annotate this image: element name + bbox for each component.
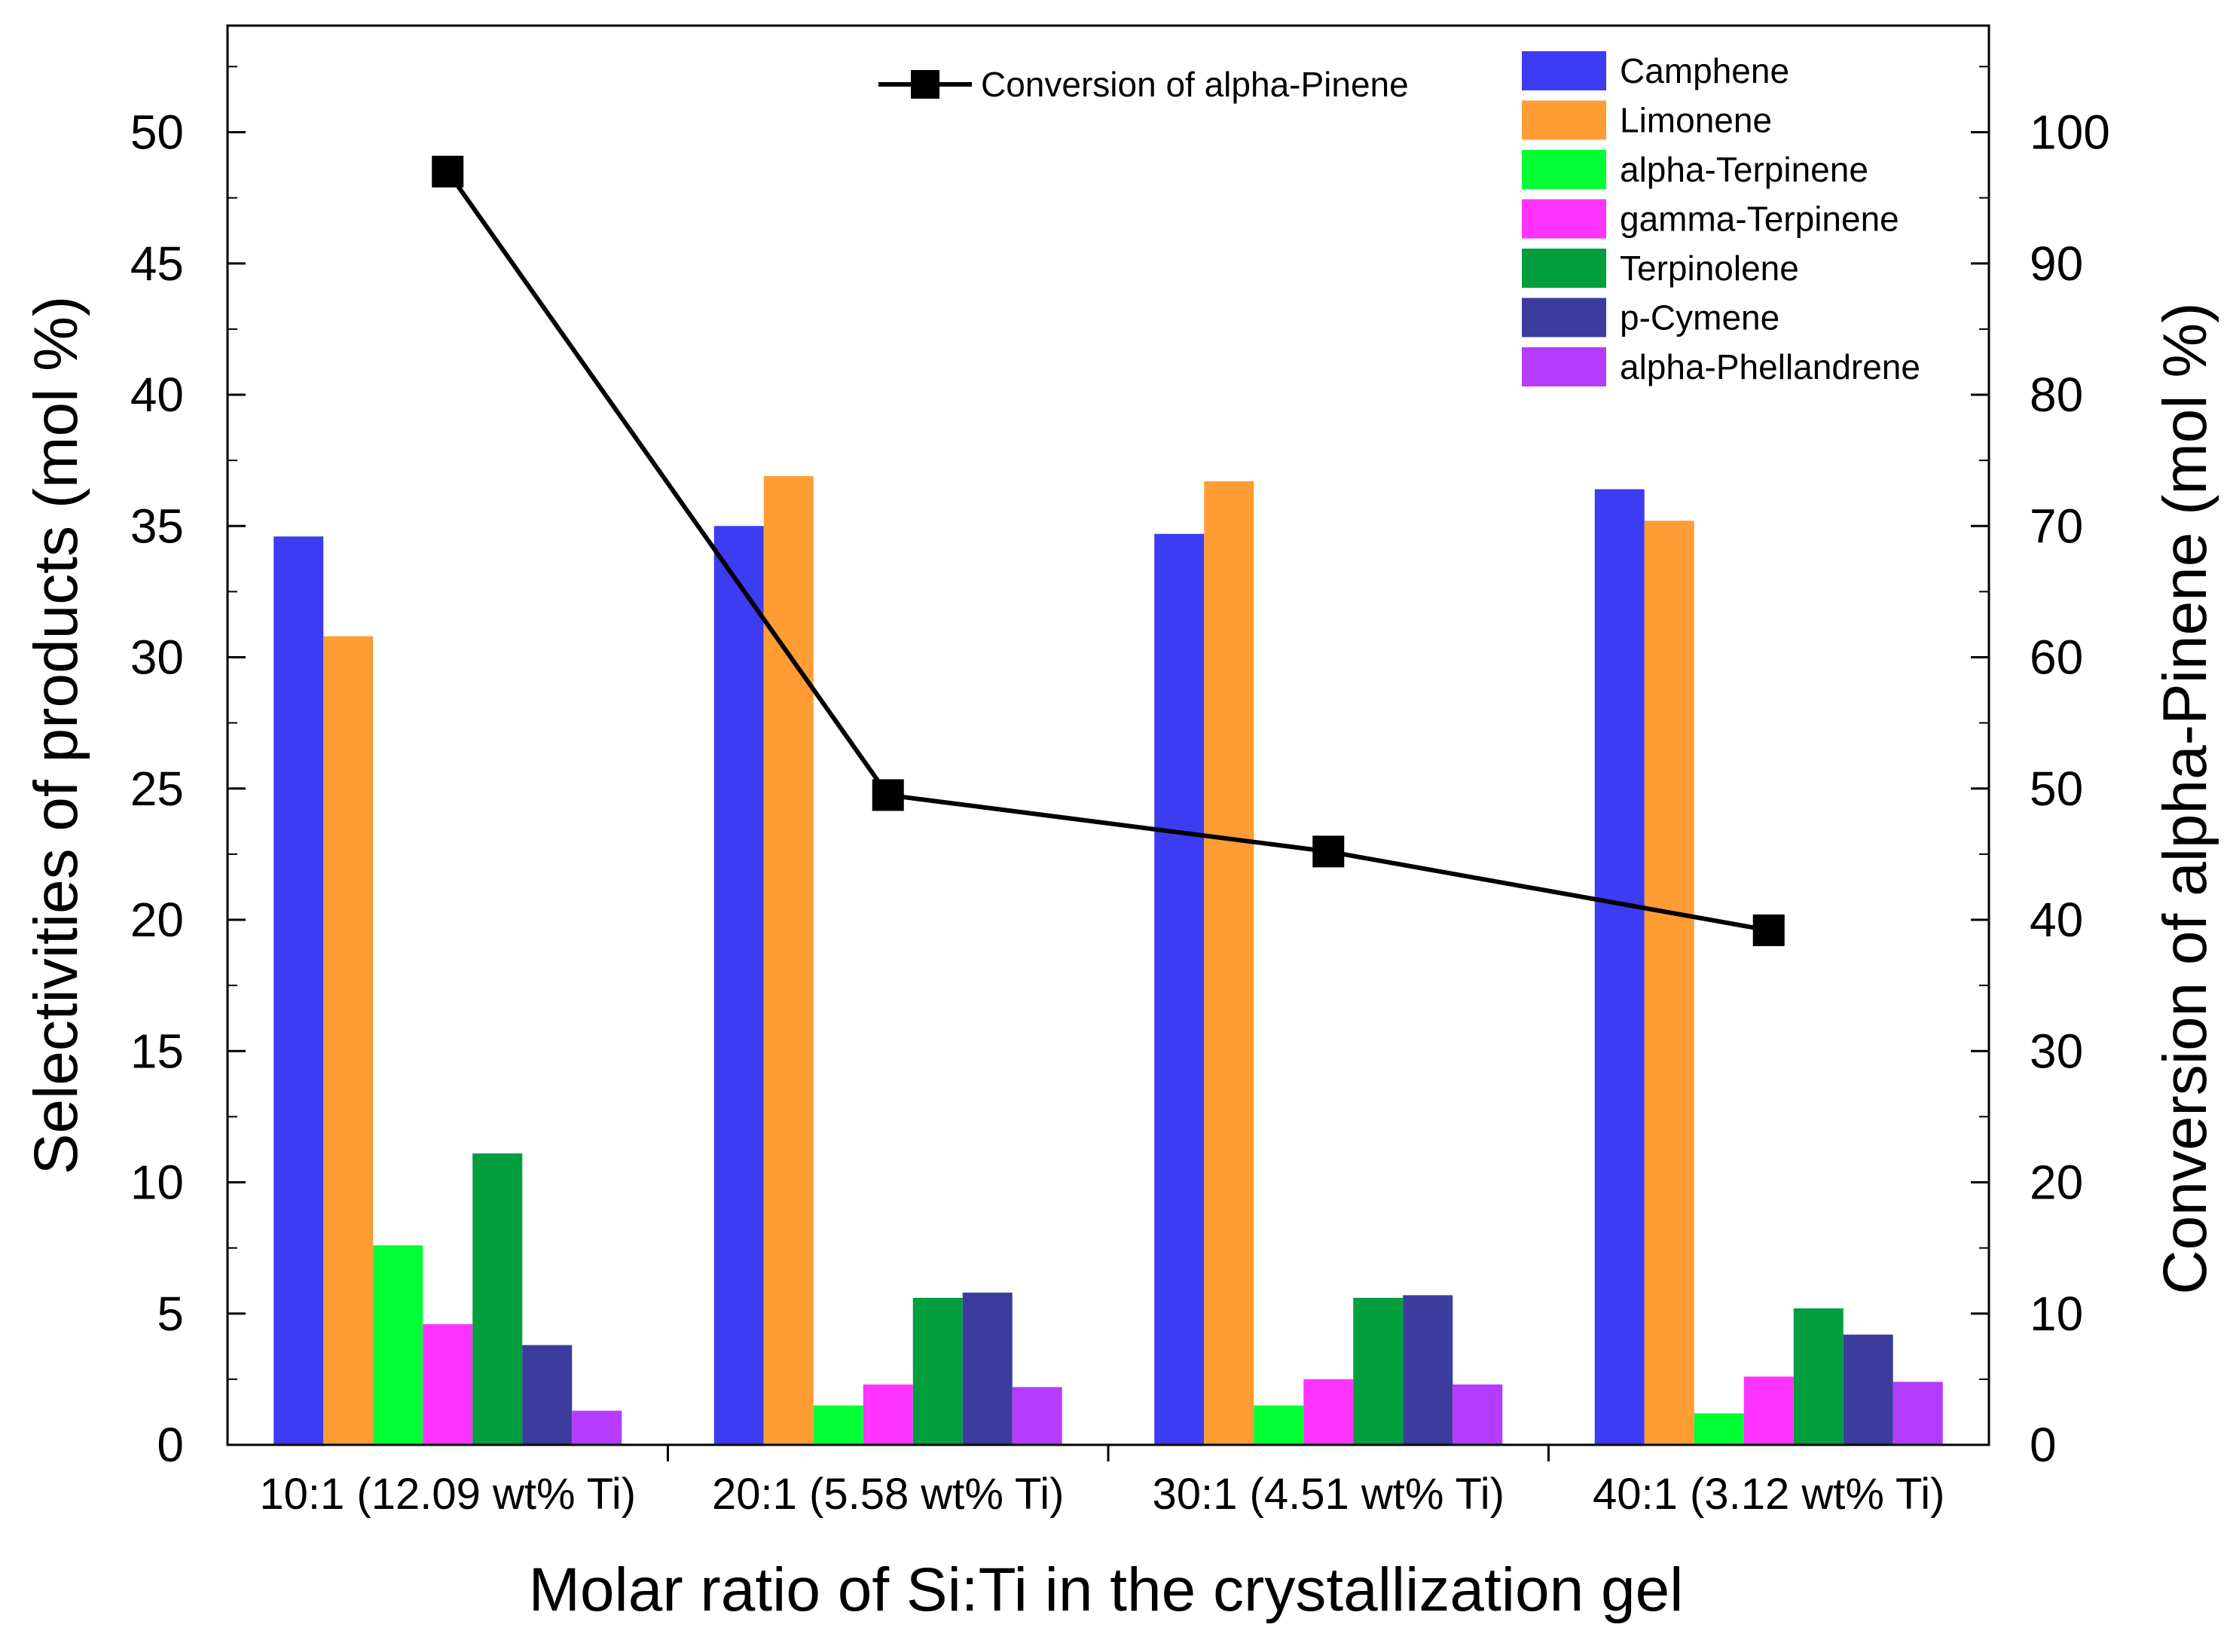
legend-marker-symbol xyxy=(911,70,939,99)
x-tick-label: 40:1 (3.12 wt% Ti) xyxy=(1593,1470,1944,1519)
y2-tick-label: 10 xyxy=(2030,1287,2083,1341)
y-tick-label: 5 xyxy=(157,1287,184,1341)
y-tick-label: 25 xyxy=(130,762,184,816)
legend-label-alpha-terpinene: alpha-Terpinene xyxy=(1620,150,1868,189)
bar-terpinolene xyxy=(1353,1297,1404,1445)
bar-limonene xyxy=(323,636,374,1445)
x-tick-label: 10:1 (12.09 wt% Ti) xyxy=(259,1470,636,1519)
bar-gamma-terpinene xyxy=(863,1384,913,1445)
bar-alpha-phellandrene xyxy=(1892,1382,1943,1445)
y2-tick-label: 60 xyxy=(2030,631,2083,685)
bar-p-cymene xyxy=(522,1345,573,1445)
axes-layer: 0 5 10 15 20 25 30 35 40 45 50 0 10 20 30 40 50 60 70 80 90 1… xyxy=(130,24,2110,1519)
bar-alpha-terpinene xyxy=(813,1405,863,1445)
y-tick-label: 10 xyxy=(130,1156,184,1210)
y-tick-label: 20 xyxy=(130,893,184,947)
bar-alpha-phellandrene xyxy=(1453,1384,1503,1445)
bar-alpha-terpinene xyxy=(1254,1405,1304,1445)
legend-label-conversion: Conversion of alpha-Pinene xyxy=(981,65,1409,104)
bar-limonene xyxy=(763,476,814,1446)
y2-tick-label: 70 xyxy=(2030,499,2083,553)
conversion-marker xyxy=(1312,835,1345,868)
y-tick-label: 35 xyxy=(130,499,184,553)
y-axis-title: Selectivities of products (mol %) xyxy=(22,296,90,1175)
bar-p-cymene xyxy=(1403,1295,1453,1445)
bar-alpha-phellandrene xyxy=(572,1410,622,1445)
legend-label-terpinolene: Terpinolene xyxy=(1620,249,1799,288)
bar-limonene xyxy=(1204,481,1254,1445)
y2-tick-label: 40 xyxy=(2030,893,2083,947)
bar-limonene xyxy=(1644,521,1694,1445)
y-tick-label: 0 xyxy=(157,1418,184,1472)
y2-tick-label: 20 xyxy=(2030,1156,2083,1210)
bar-camphene xyxy=(713,526,764,1445)
y-tick-label: 15 xyxy=(130,1024,184,1078)
legend-label-gamma-terpinene: gamma-Terpinene xyxy=(1620,200,1899,239)
legend: Conversion of alpha-Pinene Camphene Limone… xyxy=(878,51,1920,386)
bars-layer xyxy=(273,476,1943,1446)
conversion-line xyxy=(445,170,1770,933)
conversion-line-layer xyxy=(432,155,1785,946)
y2-tick-label: 30 xyxy=(2030,1024,2083,1078)
y-tick-label: 45 xyxy=(130,237,184,291)
y-tick-label: 50 xyxy=(130,105,184,160)
bar-gamma-terpinene xyxy=(1303,1379,1354,1445)
bar-terpinolene xyxy=(1793,1308,1844,1445)
legend-swatch-terpinolene xyxy=(1522,249,1606,288)
y2-axis-title: Conversion of alpha-Pinene (mol %) xyxy=(2151,302,2219,1294)
bar-p-cymene xyxy=(1843,1334,1893,1445)
legend-label-limonene: Limonene xyxy=(1620,101,1772,140)
legend-swatch-p-cymene xyxy=(1522,298,1606,337)
conversion-marker xyxy=(432,155,464,188)
bar-terpinolene xyxy=(912,1297,963,1445)
bar-p-cymene xyxy=(962,1292,1013,1445)
legend-swatch-camphene xyxy=(1522,51,1606,90)
bar-camphene xyxy=(273,536,324,1446)
legend-swatch-gamma-terpinene xyxy=(1522,199,1606,239)
x-axis-title: Molar ratio of Si:Ti in the crystallizat… xyxy=(529,1556,1684,1624)
y-tick-label: 40 xyxy=(130,368,184,422)
bar-terpinolene xyxy=(472,1153,523,1445)
bar-alpha-terpinene xyxy=(373,1245,423,1445)
legend-swatch-limonene xyxy=(1522,100,1606,140)
conversion-marker xyxy=(872,779,904,811)
y2-tick-label: 80 xyxy=(2030,368,2083,422)
legend-swatch-alpha-terpinene xyxy=(1522,150,1606,189)
x-tick-label: 20:1 (5.58 wt% Ti) xyxy=(712,1470,1064,1519)
y2-tick-label: 100 xyxy=(2030,105,2110,160)
bar-gamma-terpinene xyxy=(1743,1376,1794,1445)
bar-camphene xyxy=(1154,533,1205,1445)
y-tick-label: 30 xyxy=(130,631,184,685)
bar-alpha-phellandrene xyxy=(1012,1387,1062,1445)
y2-tick-label: 50 xyxy=(2030,762,2083,816)
legend-label-alpha-phellandrene: alpha-Phellandrene xyxy=(1620,347,1920,386)
y2-tick-label: 90 xyxy=(2030,237,2083,291)
bar-alpha-terpinene xyxy=(1694,1413,1744,1445)
bar-gamma-terpinene xyxy=(423,1324,473,1445)
legend-label-p-cymene: p-Cymene xyxy=(1620,298,1779,337)
y2-tick-label: 0 xyxy=(2030,1418,2057,1472)
legend-label-camphene: Camphene xyxy=(1620,51,1789,90)
legend-swatch-alpha-phellandrene xyxy=(1522,347,1606,386)
bar-camphene xyxy=(1594,489,1645,1446)
x-tick-label: 30:1 (4.51 wt% Ti) xyxy=(1153,1470,1504,1519)
conversion-marker xyxy=(1752,914,1785,946)
